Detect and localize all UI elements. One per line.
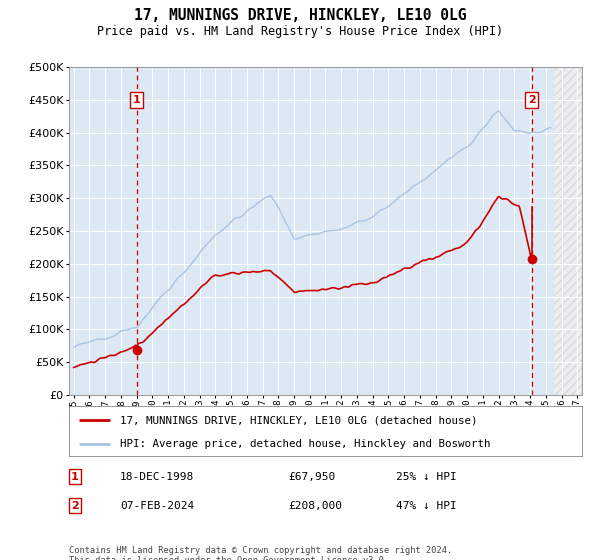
Text: 1: 1 (133, 95, 140, 105)
Text: 18-DEC-1998: 18-DEC-1998 (120, 472, 194, 482)
Text: 17, MUNNINGS DRIVE, HINCKLEY, LE10 0LG (detached house): 17, MUNNINGS DRIVE, HINCKLEY, LE10 0LG (… (121, 415, 478, 425)
Text: 1: 1 (71, 472, 79, 482)
Text: 25% ↓ HPI: 25% ↓ HPI (396, 472, 457, 482)
Text: £208,000: £208,000 (288, 501, 342, 511)
Text: 2: 2 (71, 501, 79, 511)
Text: 17, MUNNINGS DRIVE, HINCKLEY, LE10 0LG: 17, MUNNINGS DRIVE, HINCKLEY, LE10 0LG (134, 8, 466, 24)
Text: Price paid vs. HM Land Registry's House Price Index (HPI): Price paid vs. HM Land Registry's House … (97, 25, 503, 38)
Text: 07-FEB-2024: 07-FEB-2024 (120, 501, 194, 511)
Bar (554, 67, 582, 395)
Text: £67,950: £67,950 (288, 472, 335, 482)
Text: HPI: Average price, detached house, Hinckley and Bosworth: HPI: Average price, detached house, Hinc… (121, 439, 491, 449)
Text: Contains HM Land Registry data © Crown copyright and database right 2024.
This d: Contains HM Land Registry data © Crown c… (69, 546, 452, 560)
Text: 2: 2 (528, 95, 536, 105)
Bar (554, 67, 582, 395)
Text: 47% ↓ HPI: 47% ↓ HPI (396, 501, 457, 511)
